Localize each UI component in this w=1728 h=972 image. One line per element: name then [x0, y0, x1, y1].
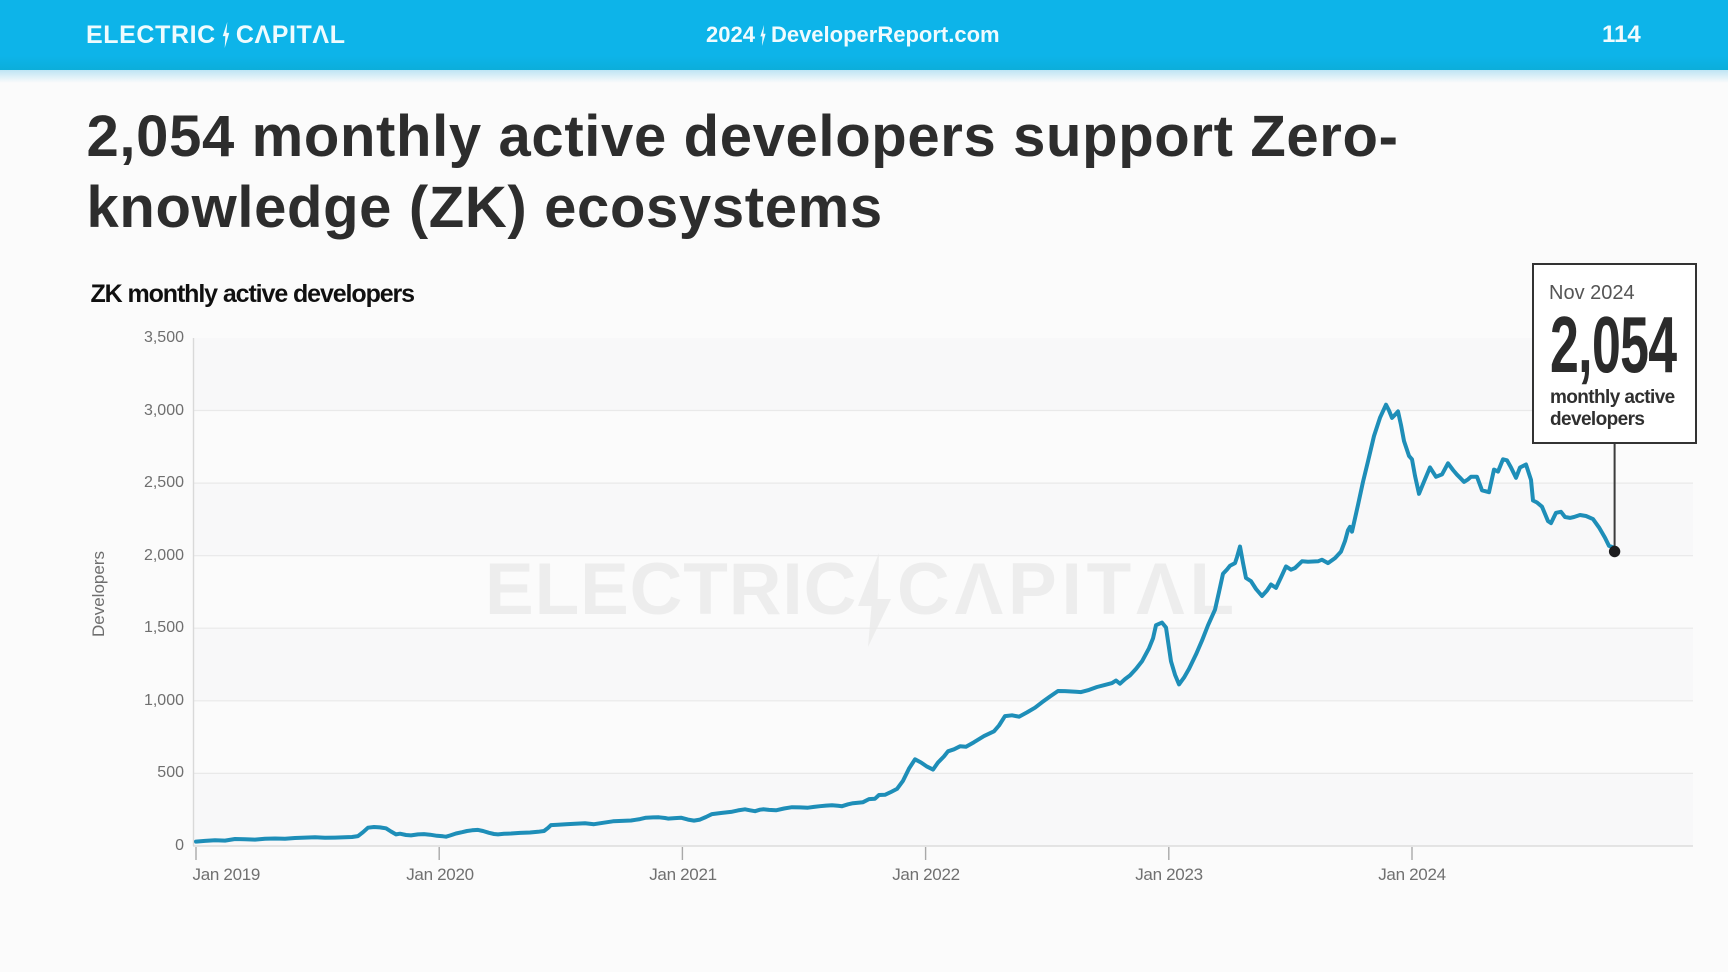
svg-text:ELECTRIC: ELECTRIC — [485, 549, 857, 630]
svg-text:CΛPITΛL: CΛPITΛL — [897, 549, 1239, 630]
